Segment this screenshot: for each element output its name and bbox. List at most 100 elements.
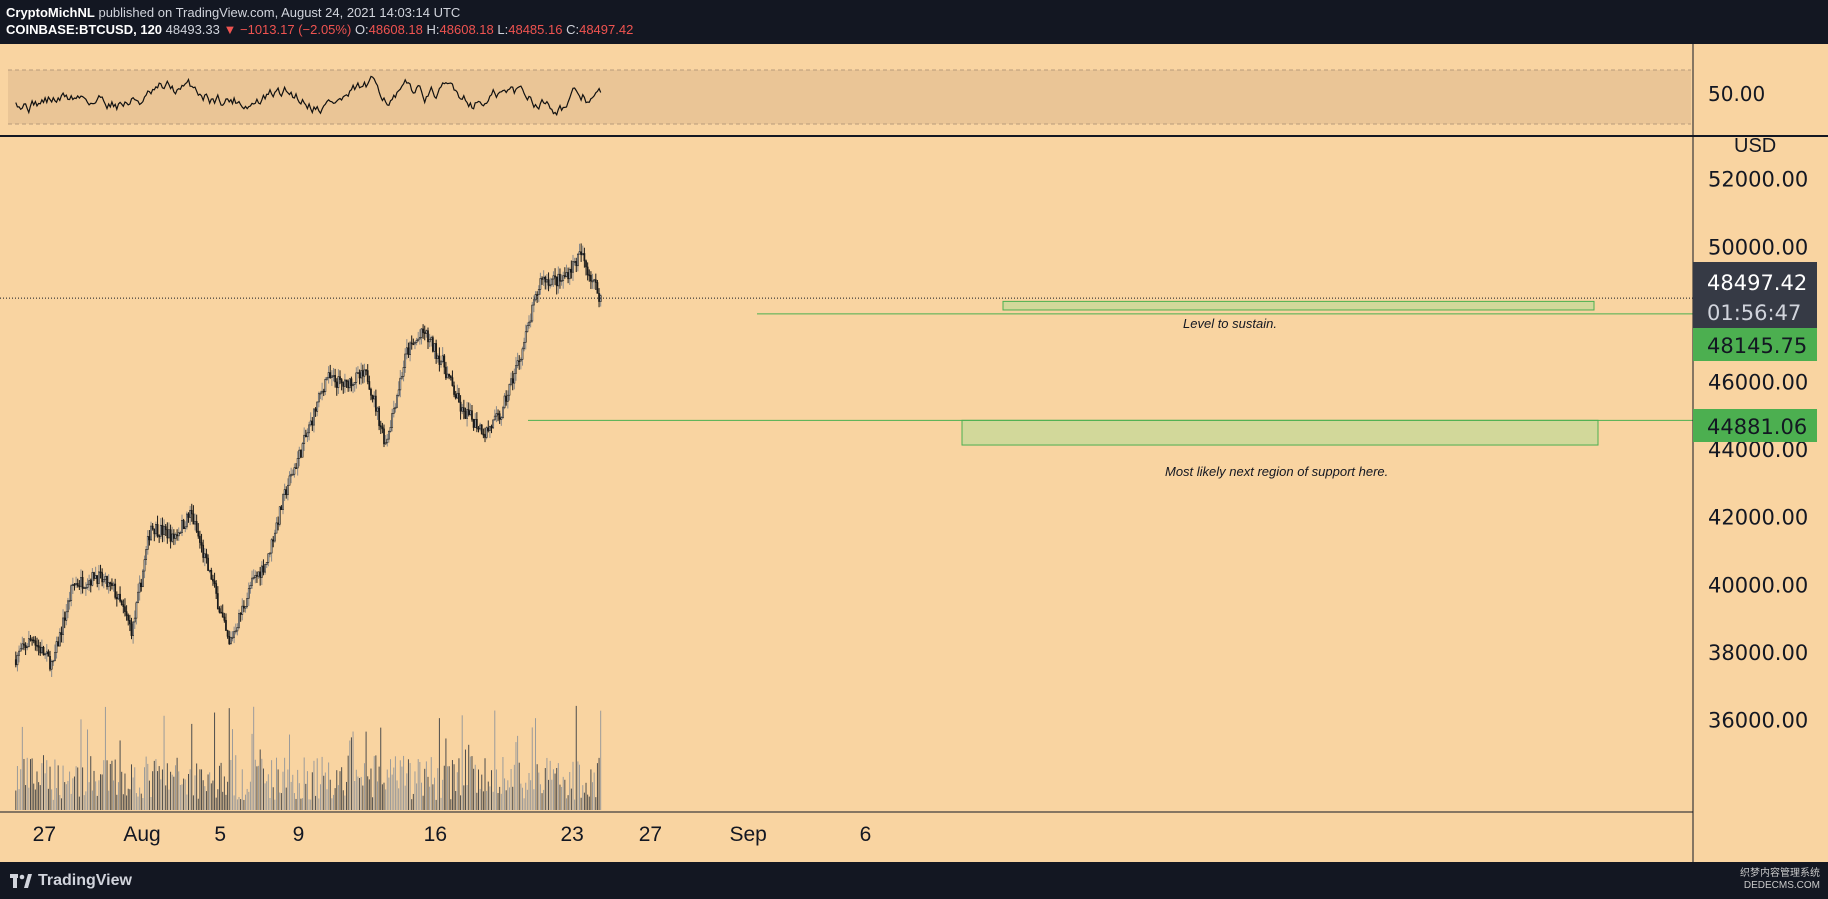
candle-body	[317, 393, 320, 403]
author-name[interactable]: CryptoMichNL	[6, 5, 95, 20]
candle-body	[425, 330, 428, 334]
volume-bar	[240, 799, 242, 810]
candle-body	[384, 442, 387, 445]
candle-body	[469, 410, 472, 415]
candle-body	[189, 509, 192, 518]
volume-bar	[284, 757, 286, 810]
volume-bar	[544, 768, 546, 810]
candle-body	[537, 289, 540, 296]
volume-bar	[241, 769, 243, 810]
volume-bar	[69, 771, 71, 810]
candle-body	[291, 473, 294, 476]
candle-body	[259, 571, 262, 578]
candle-body	[140, 582, 143, 587]
volume-bar	[455, 791, 457, 810]
volume-bar	[70, 793, 72, 810]
candle-body	[458, 392, 460, 403]
volume-bar	[443, 765, 445, 810]
volume-bar	[344, 795, 346, 810]
candle-body	[243, 605, 245, 609]
candle-body	[585, 260, 587, 268]
candle-body	[409, 342, 411, 355]
candle-body	[190, 509, 193, 515]
volume-bar	[339, 771, 341, 810]
candle-body	[50, 661, 53, 670]
volume-bar	[329, 779, 331, 810]
zone-next-support[interactable]	[961, 419, 1599, 446]
candle-body	[225, 620, 227, 631]
price-axis[interactable]: 36000.00 38000.00 40000.00 42000.00 44000.00…	[1708, 168, 1808, 733]
tradingview-logo[interactable]: TradingView	[10, 872, 132, 890]
candle-body	[401, 376, 403, 379]
candle-body	[371, 394, 374, 400]
volume-bar	[336, 770, 338, 810]
candle-body	[73, 584, 76, 586]
volume-bar	[328, 762, 330, 810]
candle-body	[27, 638, 30, 648]
candle-body	[58, 632, 61, 647]
candle-body	[133, 617, 136, 623]
candle-body	[474, 419, 477, 428]
candle-body	[423, 332, 426, 334]
candle-body	[16, 654, 19, 666]
candle-body	[598, 293, 600, 302]
candle-body	[78, 585, 81, 588]
price-tick-label: 50000.00	[1708, 235, 1808, 259]
candle-body	[163, 526, 165, 535]
candle-body	[505, 395, 508, 402]
volume-bar	[464, 749, 466, 810]
candle-body	[435, 343, 438, 359]
candle-body	[24, 644, 27, 648]
price-tick-label: 46000.00	[1708, 371, 1808, 395]
candle-body	[581, 253, 584, 256]
volume-bar	[147, 763, 149, 810]
candle-body	[389, 427, 392, 432]
price-chart[interactable]: 50.00 Level to sustain. Most likely next…	[0, 44, 1828, 862]
symbol-label[interactable]: COINBASE:BTCUSD, 120	[6, 22, 163, 37]
candle-body	[461, 407, 464, 412]
volume-bar	[492, 791, 494, 810]
volume-bar	[302, 798, 304, 810]
volume-bar	[73, 776, 75, 810]
published-text: published on TradingView.com, August 24,…	[98, 5, 461, 20]
last-price: 48493.33	[165, 22, 220, 37]
candle-body	[98, 571, 100, 584]
candle-body	[168, 529, 170, 539]
volume-bar	[121, 771, 123, 810]
candle-body	[186, 513, 188, 528]
candle-body	[337, 376, 340, 388]
candle-body	[342, 382, 345, 387]
volume-bar	[448, 766, 450, 810]
volume-bar	[598, 757, 600, 810]
candle-body	[588, 274, 591, 277]
volume-bar	[375, 755, 377, 810]
candle-body	[374, 395, 377, 412]
volume-bar	[114, 759, 116, 810]
volume-bar	[87, 729, 88, 810]
candle-body	[301, 443, 304, 458]
time-axis[interactable]: 27 Aug 5 9 16 23 27 Sep 6	[33, 823, 872, 846]
candle-body	[510, 378, 512, 385]
volume-bar	[391, 774, 393, 810]
candle-body	[182, 519, 185, 529]
candle-body	[117, 593, 120, 600]
candle-body	[86, 583, 89, 588]
candle-body	[88, 580, 90, 585]
candle-body	[109, 582, 112, 584]
volume-bar	[505, 790, 507, 810]
candle-body	[391, 413, 394, 428]
zone-level-to-sustain[interactable]	[1002, 300, 1595, 311]
volume-bar	[64, 782, 66, 810]
candle-body	[161, 524, 164, 535]
volume-bar	[78, 796, 80, 810]
volume-bar	[425, 761, 427, 810]
volume-bar	[427, 776, 429, 810]
volume-bar	[96, 795, 98, 810]
volume-bar	[517, 735, 519, 810]
candle-body	[124, 606, 126, 612]
candle-body	[454, 394, 457, 399]
volume-bar	[253, 706, 255, 810]
volume-bar	[500, 793, 502, 810]
volume-bar	[44, 773, 46, 810]
current-price-tag-value: 48497.42	[1707, 271, 1807, 295]
